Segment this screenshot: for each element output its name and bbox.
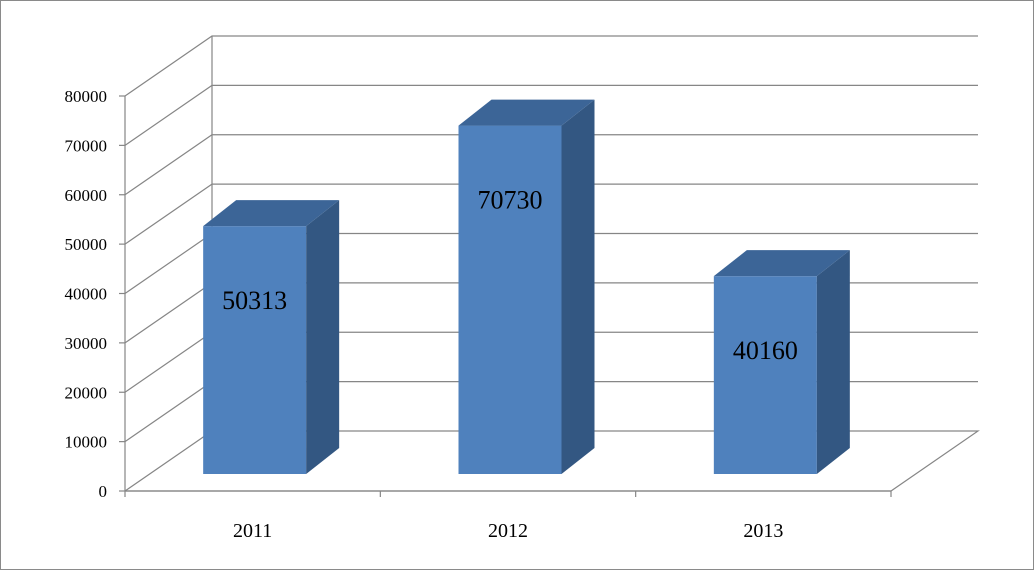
y-axis-tick-labels: 0 10000 20000 30000 40000 50000 60000 70000 8000…	[65, 87, 125, 501]
bar-top-face	[203, 200, 340, 227]
x-tick-label: 2012	[488, 520, 528, 542]
data-label: 40160	[733, 336, 798, 365]
bar-side-face	[561, 99, 595, 474]
x-tick-label: 2011	[233, 520, 272, 542]
y-tick-label: 20000	[65, 383, 108, 402]
gridline	[124, 35, 978, 97]
bar-front-face	[203, 226, 307, 474]
y-tick-label: 80000	[65, 87, 108, 106]
y-tick-label: 50000	[65, 235, 108, 254]
bar-side-face	[306, 200, 340, 474]
data-label: 70730	[478, 186, 543, 215]
bar-top-face	[713, 250, 850, 277]
y-tick-label: 70000	[65, 136, 108, 155]
y-tick-label: 60000	[65, 186, 108, 205]
y-tick-label: 0	[99, 482, 108, 501]
bar-front-face	[713, 276, 817, 474]
bar-2011	[203, 200, 340, 474]
bar-side-face	[816, 250, 850, 474]
y-tick-label: 10000	[65, 433, 108, 452]
bars	[203, 99, 850, 474]
y-tick-label: 40000	[65, 285, 108, 304]
bar-2012	[458, 99, 595, 474]
x-tick-label: 2013	[743, 520, 783, 542]
y-tick-label: 30000	[65, 334, 108, 353]
x-axis-tick-labels: 2011 2012 2013	[124, 491, 892, 542]
data-label: 50313	[222, 286, 287, 315]
data-labels: 50313 70730 40160	[222, 186, 798, 366]
bar-front-face	[458, 125, 562, 474]
bar-2013	[713, 250, 850, 474]
bar-top-face	[458, 99, 595, 126]
